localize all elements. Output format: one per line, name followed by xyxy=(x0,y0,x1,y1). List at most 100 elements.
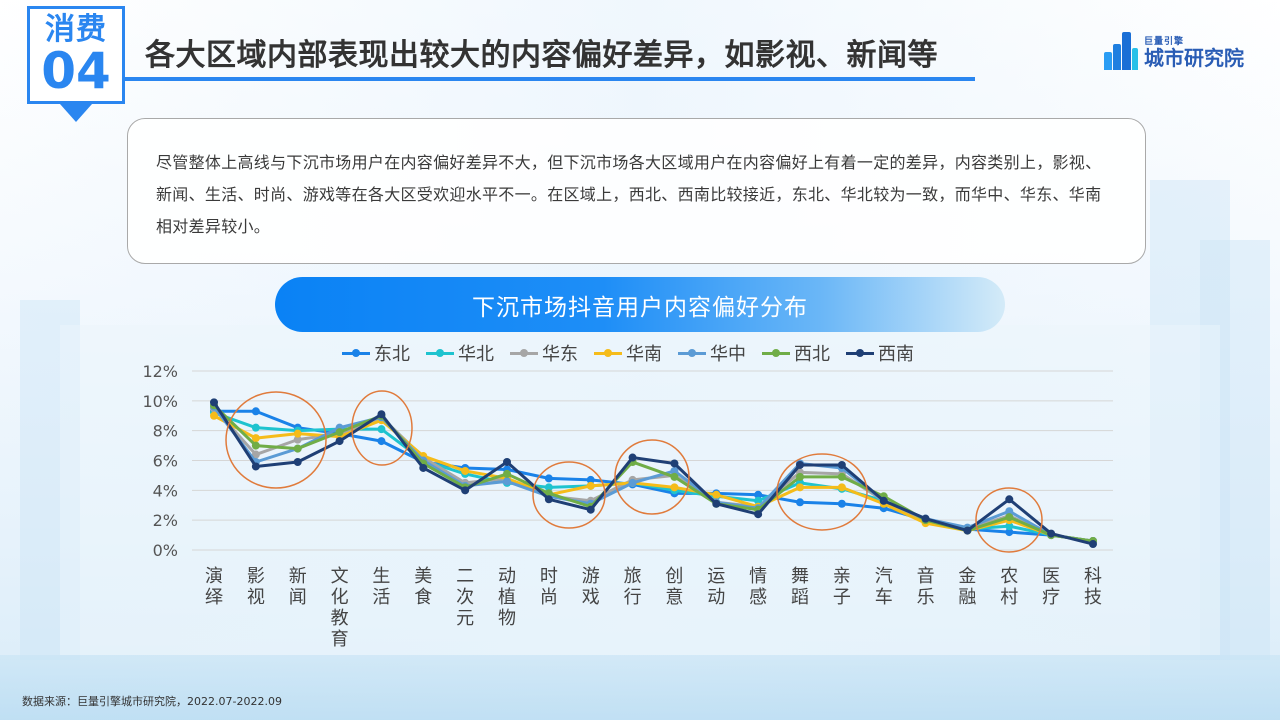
x-tick-label: 视 xyxy=(247,587,265,608)
data-point xyxy=(754,496,763,505)
data-point xyxy=(837,472,846,481)
data-point xyxy=(251,462,260,471)
data-point xyxy=(754,490,763,499)
data-source: 数据来源：巨量引擎城市研究院，2022.07-2022.09 xyxy=(22,695,282,708)
data-point xyxy=(670,459,679,468)
data-point xyxy=(712,499,721,508)
x-tick-label: 农 xyxy=(1000,566,1018,587)
y-tick-label: 12% xyxy=(142,362,178,381)
city-buildings-icon xyxy=(1104,32,1138,70)
legend-label: 西南 xyxy=(878,344,914,365)
data-point xyxy=(963,526,972,535)
x-tick-label: 动 xyxy=(707,587,725,608)
legend-label: 华北 xyxy=(458,344,494,365)
summary-text: 尽管整体上高线与下沉市场用户在内容偏好差异不大，但下沉市场各大区域用户在内容偏好… xyxy=(156,153,1102,236)
x-tick-label: 化 xyxy=(331,587,349,608)
x-tick-label: 尚 xyxy=(540,587,558,608)
data-point xyxy=(503,457,511,466)
legend-label: 东北 xyxy=(374,344,410,365)
data-point xyxy=(544,474,553,483)
x-tick-label: 意 xyxy=(665,587,683,608)
x-tick-label: 绎 xyxy=(205,587,223,608)
legend-swatch-icon xyxy=(426,348,454,357)
data-point xyxy=(1047,529,1056,538)
x-tick-label: 生 xyxy=(372,566,390,587)
x-tick-label: 蹈 xyxy=(791,587,809,608)
y-tick-label: 8% xyxy=(153,422,178,441)
highlight-circle xyxy=(532,461,606,529)
data-point xyxy=(251,407,260,416)
data-point xyxy=(377,437,386,446)
data-point xyxy=(293,435,302,444)
legend-label: 西北 xyxy=(794,344,830,365)
legend-item: 西北 xyxy=(762,340,830,366)
data-point xyxy=(251,434,260,443)
y-tick-label: 4% xyxy=(153,481,178,500)
logo: 巨量引擎 城市研究院 xyxy=(1104,32,1244,70)
data-point xyxy=(796,498,804,507)
title-underline xyxy=(125,77,975,81)
legend-swatch-icon xyxy=(510,348,538,357)
highlight-circle xyxy=(225,391,327,489)
data-point xyxy=(1005,528,1014,537)
legend-swatch-icon xyxy=(678,348,706,357)
x-tick-label: 植 xyxy=(498,587,516,608)
data-point xyxy=(586,481,595,490)
x-tick-label: 元 xyxy=(456,608,474,629)
x-tick-label: 活 xyxy=(372,587,390,608)
legend-swatch-icon xyxy=(762,348,790,357)
page-title: 各大区域内部表现出较大的内容偏好差异，如影视、新闻等 xyxy=(145,38,938,73)
x-tick-label: 技 xyxy=(1084,587,1102,608)
data-point xyxy=(1005,522,1014,531)
x-tick-label: 村 xyxy=(1000,587,1018,608)
data-point xyxy=(335,437,344,446)
legend-label: 华南 xyxy=(626,344,662,365)
data-point xyxy=(251,441,260,450)
x-tick-label: 疗 xyxy=(1042,587,1060,608)
data-point xyxy=(1005,507,1014,516)
legend-item: 华中 xyxy=(678,340,746,366)
data-point xyxy=(503,469,511,478)
chart-legend: 东北 华北 华东 华南 华中 西北 西南 xyxy=(342,340,914,366)
x-tick-label: 文 xyxy=(331,566,349,587)
data-point xyxy=(837,499,846,508)
x-tick-label: 食 xyxy=(414,587,432,608)
data-point xyxy=(544,495,553,504)
data-point xyxy=(419,463,428,472)
legend-item: 西南 xyxy=(846,340,914,366)
series-line xyxy=(212,405,1094,543)
data-point xyxy=(796,483,804,492)
data-point xyxy=(754,510,763,519)
data-point xyxy=(879,496,888,505)
highlight-circle xyxy=(614,439,690,515)
x-tick-label: 二 xyxy=(456,566,474,587)
data-point xyxy=(461,466,470,475)
data-point xyxy=(377,410,386,419)
x-tick-label: 创 xyxy=(665,566,683,587)
x-tick-label: 融 xyxy=(958,587,976,608)
bottom-band xyxy=(0,655,1280,720)
data-point xyxy=(210,411,218,420)
data-point xyxy=(921,514,930,523)
data-point xyxy=(335,428,344,437)
y-tick-label: 6% xyxy=(153,452,178,471)
badge-pointer-icon xyxy=(60,104,92,122)
x-tick-label: 育 xyxy=(331,629,349,650)
data-point xyxy=(461,486,470,495)
data-point xyxy=(837,483,846,492)
legend-label: 华中 xyxy=(710,344,746,365)
data-point xyxy=(210,398,218,407)
highlight-circle xyxy=(776,453,868,531)
x-tick-label: 感 xyxy=(749,587,767,608)
logo-title: 城市研究院 xyxy=(1144,45,1244,70)
highlight-circle xyxy=(975,487,1043,553)
legend-item: 华东 xyxy=(510,340,578,366)
data-point xyxy=(293,429,302,438)
x-tick-label: 教 xyxy=(331,608,349,629)
y-tick-label: 2% xyxy=(153,511,178,530)
data-point xyxy=(670,472,679,481)
x-tick-label: 时 xyxy=(540,566,558,587)
data-point xyxy=(586,505,595,514)
x-tick-label: 美 xyxy=(414,566,432,587)
x-tick-label: 行 xyxy=(624,587,642,608)
